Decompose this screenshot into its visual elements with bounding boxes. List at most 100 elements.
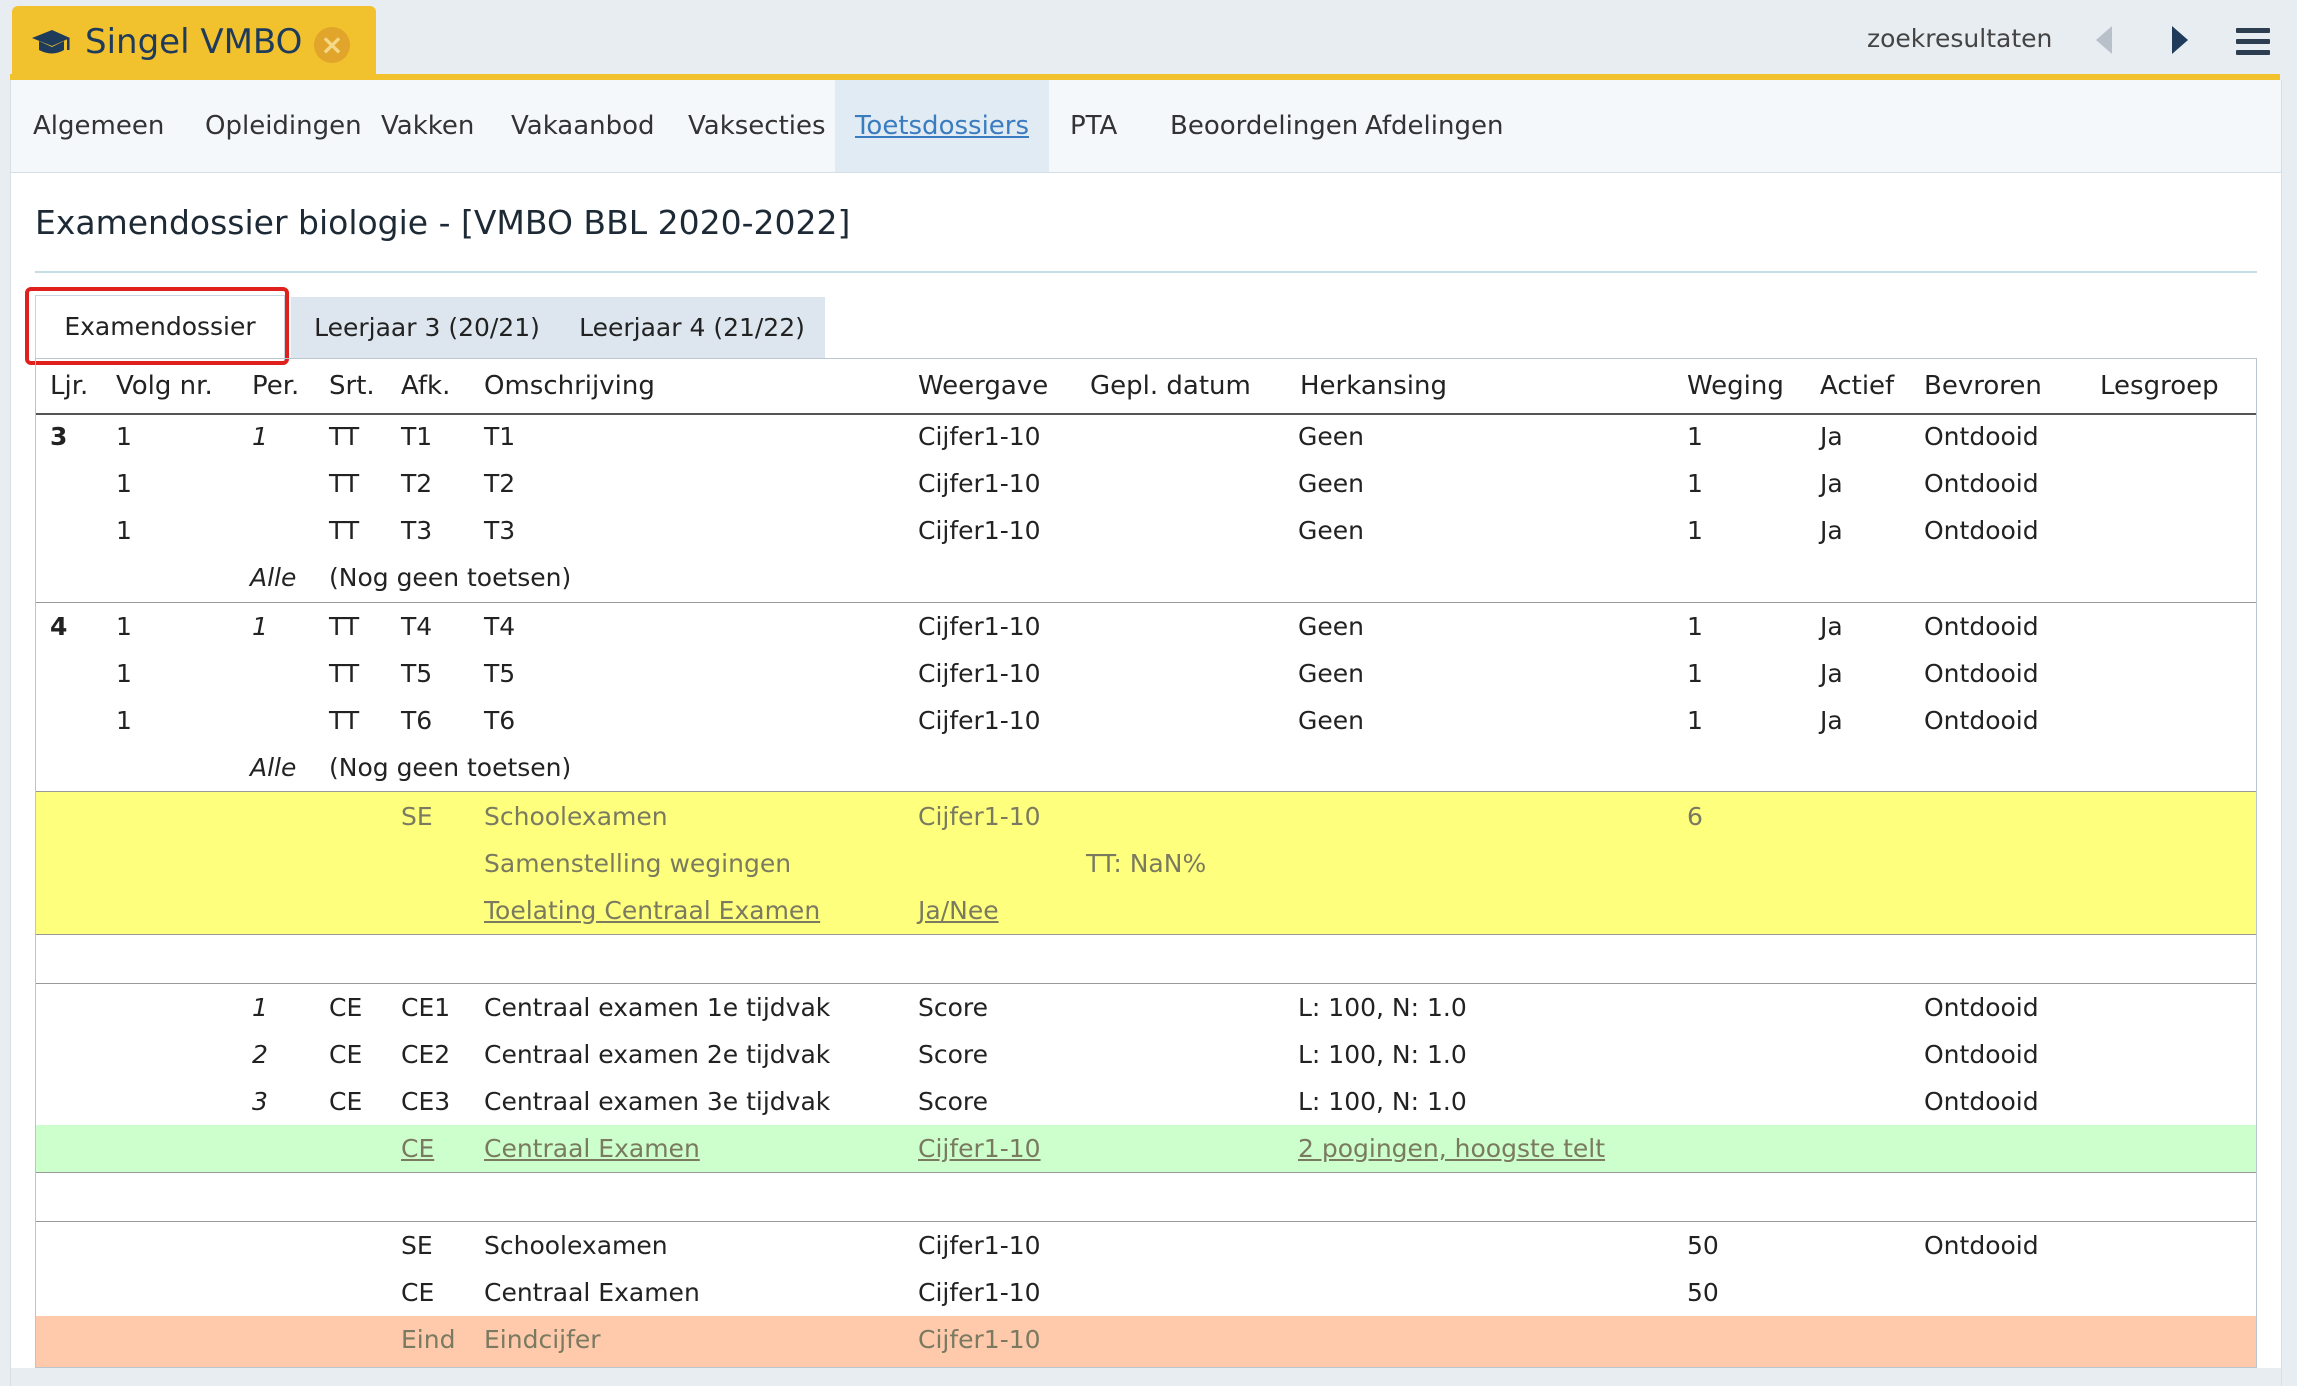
cell-omschrijving: T3 [484,516,516,545]
tab-leerjaar-3[interactable]: Leerjaar 3 (20/21) [291,297,563,359]
cell-volgnr: 1 [116,612,132,641]
cell-afk: T4 [401,612,433,641]
cell-bevroren: Ontdooid [1924,516,2039,545]
row-separator [36,934,2256,935]
cell-bevroren: Ontdooid [1924,706,2039,735]
cell-weging: 1 [1687,706,1703,735]
page-title: Examendossier biologie - [VMBO BBL 2020-… [35,203,851,242]
table-row[interactable]: 1 TT T3 T3 Cijfer1-10 Geen 1 Ja Ontdooid [36,507,2256,554]
col-ljr[interactable]: Ljr. [50,371,89,401]
col-lesgroep[interactable]: Lesgroep [2100,371,2219,401]
table-row[interactable]: 1 TT T5 T5 Cijfer1-10 Geen 1 Ja Ontdooid [36,650,2256,697]
cell-srt: CE [329,1040,363,1069]
cell-afk: CE [401,1278,435,1307]
nav-vakken[interactable]: Vakken [359,80,496,172]
nav-toetsdossiers[interactable]: Toetsdossiers [835,80,1049,172]
table-row[interactable]: CE Centraal Examen Cijfer1-10 2 pogingen… [36,1125,2256,1172]
nav-vaksecties[interactable]: Vaksecties [666,80,848,172]
table-row[interactable]: Alle (Nog geen toetsen) [36,744,2256,791]
col-gepl-datum[interactable]: Gepl. datum [1090,371,1251,401]
cell-omschrijving: Samenstelling wegingen [484,849,792,878]
table-row[interactable]: Eind Eindcijfer Cijfer1-10 [36,1316,2256,1363]
schoolexamen-band [36,792,2256,934]
cell-bevroren: Ontdooid [1924,1040,2039,1069]
col-per[interactable]: Per. [252,371,300,401]
bottom-strip [11,1368,2281,1386]
table-row[interactable]: 1 TT T2 T2 Cijfer1-10 Geen 1 Ja Ontdooid [36,460,2256,507]
table-row[interactable]: 3 CE CE3 Centraal examen 3e tijdvak Scor… [36,1078,2256,1125]
col-weging[interactable]: Weging [1687,371,1784,401]
col-herkansing[interactable]: Herkansing [1300,371,1447,401]
hamburger-menu-icon[interactable] [2236,28,2270,56]
table-row[interactable]: 2 CE CE2 Centraal examen 2e tijdvak Scor… [36,1031,2256,1078]
cell-herkansing: Geen [1298,612,1364,641]
table-row[interactable]: 1 TT T6 T6 Cijfer1-10 Geen 1 Ja Ontdooid [36,697,2256,744]
nav-label: Toetsdossiers [854,111,1030,141]
nav-vakaanbod[interactable]: Vakaanbod [489,80,677,172]
col-omschrijving[interactable]: Omschrijving [484,371,655,401]
table-row[interactable]: 3 1 1 TT T1 T1 Cijfer1-10 Geen 1 Ja Ontd… [36,413,2256,460]
nav-algemeen[interactable]: Algemeen [11,80,186,172]
col-volgnr[interactable]: Volg nr. [116,371,213,401]
nav-opleidingen[interactable]: Opleidingen [183,80,384,172]
cell-afk: T5 [401,659,433,688]
col-bevroren[interactable]: Bevroren [1924,371,2042,401]
tab-underline [10,74,2280,80]
cell-omschrijving: Schoolexamen [484,1231,668,1260]
col-srt[interactable]: Srt. [329,371,375,401]
nav-beoordelingen[interactable]: Beoordelingen [1148,80,1380,172]
cell-empty-note: (Nog geen toetsen) [329,753,572,782]
previous-arrow-icon[interactable] [2090,22,2118,58]
graduation-cap-icon [32,30,70,54]
tab-examendossier[interactable]: Examendossier [35,295,285,365]
cell-volgnr: 1 [116,659,132,688]
table-row[interactable]: SE Schoolexamen Cijfer1-10 50 Ontdooid [36,1222,2256,1269]
table-row[interactable]: CE Centraal Examen Cijfer1-10 50 [36,1269,2256,1316]
col-actief[interactable]: Actief [1820,371,1895,401]
cell-weging: 1 [1687,612,1703,641]
cell-weergave: Score [918,993,989,1022]
cell-volgnr: 1 [116,516,132,545]
cell-weging: 1 [1687,422,1703,451]
tab-leerjaar-4[interactable]: Leerjaar 4 (21/22) [559,297,825,359]
nav-afdelingen[interactable]: Afdelingen [1343,80,1525,172]
table-row[interactable]: Samenstelling wegingen TT: NaN% [36,840,2256,887]
exam-table: Ljr. Volg nr. Per. Srt. Afk. Omschrijvin… [35,358,2257,1368]
cell-srt: CE [329,1087,363,1116]
cell-omschrijving: Centraal examen 2e tijdvak [484,1040,831,1069]
cell-afk: SE [401,802,433,831]
row-separator [36,1172,2256,1173]
table-row[interactable]: SE Schoolexamen Cijfer1-10 6 [36,793,2256,840]
table-row[interactable]: Alle (Nog geen toetsen) [36,554,2256,601]
search-results-label[interactable]: zoekresultaten [1867,24,2053,53]
nav-label: Vaksecties [688,111,826,141]
cell-afk: T3 [401,516,433,545]
cell-weging: 1 [1687,469,1703,498]
main-content: Examendossier biologie - [VMBO BBL 2020-… [10,173,2282,1386]
cell-herkansing: Geen [1298,422,1364,451]
table-row[interactable]: 1 CE CE1 Centraal examen 1e tijdvak Scor… [36,984,2256,1031]
herkansing-link[interactable]: 2 pogingen, hoogste telt [1298,1134,1606,1163]
ja-nee-link[interactable]: Ja/Nee [918,896,999,925]
nav-pta[interactable]: PTA [1048,80,1139,172]
cell-omschrijving: T4 [484,612,516,641]
close-icon[interactable]: × [314,27,350,63]
col-afk[interactable]: Afk. [401,371,451,401]
cell-per: 3 [252,1087,268,1116]
cell-omschrijving: Centraal examen 3e tijdvak [484,1087,831,1116]
cell-weging: 1 [1687,659,1703,688]
cell-srt: TT [329,706,360,735]
cell-herkansing: L: 100, N: 1.0 [1298,993,1467,1022]
cell-herkansing: Geen [1298,516,1364,545]
cell-afk: T6 [401,706,433,735]
toelating-link[interactable]: Toelating Centraal Examen [484,896,821,925]
app-tab[interactable]: Singel VMBO × [12,6,376,80]
col-weergave[interactable]: Weergave [918,371,1049,401]
centraal-examen-link[interactable]: Centraal Examen [484,1134,700,1163]
table-row[interactable]: 4 1 1 TT T4 T4 Cijfer1-10 Geen 1 Ja Ontd… [36,603,2256,650]
cell-omschrijving: T5 [484,659,516,688]
cijfer-link[interactable]: Cijfer1-10 [918,1134,1041,1163]
next-arrow-icon[interactable] [2166,22,2194,58]
table-row[interactable]: Toelating Centraal Examen Ja/Nee [36,887,2256,934]
ce-link[interactable]: CE [401,1134,435,1163]
